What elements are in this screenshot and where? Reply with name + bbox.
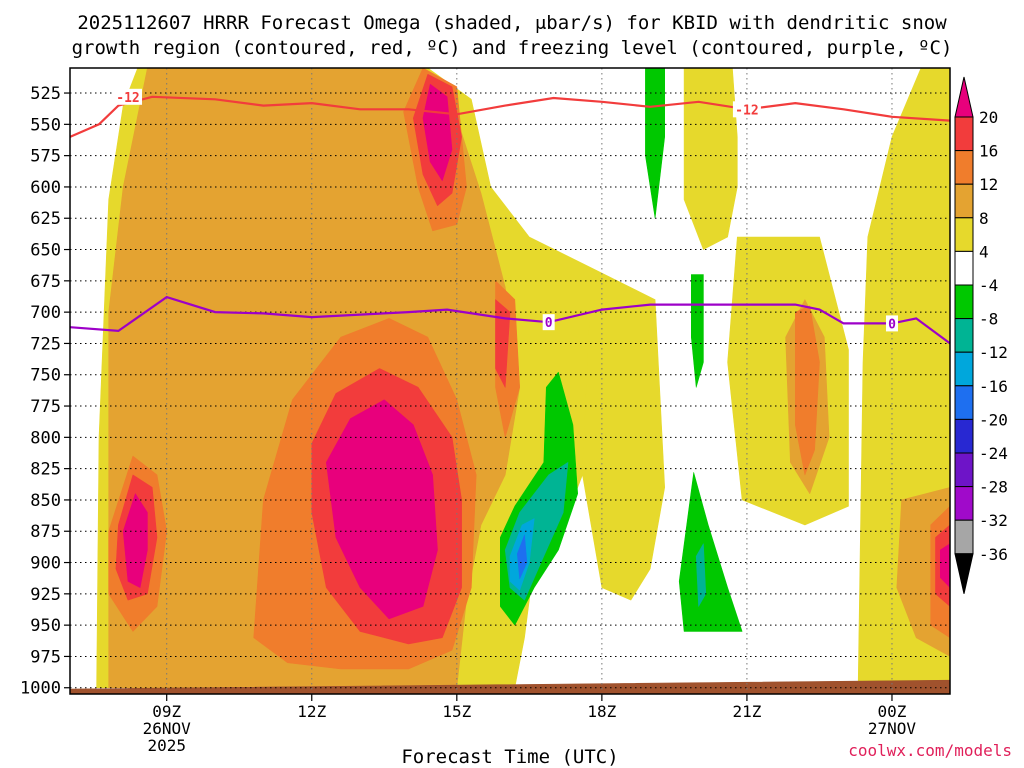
y-tick-label-800: 800 <box>30 428 61 448</box>
y-tick-label-650: 650 <box>30 241 61 261</box>
chart-title-line1: 2025112607 HRRR Forecast Omega (shaded, … <box>77 12 947 34</box>
x-tick-label-00Z-1: 27NOV <box>868 719 917 738</box>
y-tick-label-700: 700 <box>30 303 61 323</box>
y-tick-label-825: 825 <box>30 460 61 480</box>
y-tick-label-975: 975 <box>30 647 61 667</box>
y-tick-label-625: 625 <box>30 209 61 229</box>
x-axis-label: Forecast Time (UTC) <box>401 746 618 768</box>
omega-region-5-2 <box>690 274 704 388</box>
x-tick-label-09Z-1: 26NOV <box>143 719 192 738</box>
y-tick-label-675: 675 <box>30 272 61 292</box>
colorbar-swatch-8 <box>954 351 974 387</box>
y-tick-label-875: 875 <box>30 522 61 542</box>
freezing-level-contour-label-0: 0 <box>545 316 553 331</box>
omega-fills <box>69 67 951 695</box>
x-tick-label-15Z-0: 15Z <box>442 702 471 721</box>
colorbar-swatch-3 <box>954 183 974 219</box>
credit-text: coolwx.com/models <box>848 741 1012 760</box>
y-tick-label-900: 900 <box>30 554 61 574</box>
y-tick-label-950: 950 <box>30 616 61 636</box>
freezing-level-contour-label-1: 0 <box>888 317 896 332</box>
colorbar-label-1: 16 <box>979 142 998 161</box>
omega-region-5-3 <box>678 472 743 632</box>
x-tick-label-21Z-0: 21Z <box>732 702 761 721</box>
colorbar-label-12: -32 <box>979 511 1008 530</box>
dgz-contour-label-bg-0 <box>114 88 143 105</box>
freezing-level-contour-label-bg-1 <box>885 315 898 332</box>
colorbar-label-10: -24 <box>979 444 1008 463</box>
colorbar-label-6: -8 <box>979 310 998 329</box>
y-tick-label-550: 550 <box>30 115 61 135</box>
colorbar-swatch-11 <box>954 452 974 488</box>
colorbar-label-8: -16 <box>979 377 1008 396</box>
dgz-contour-label-bg-1 <box>732 101 761 118</box>
colorbar-label-13: -36 <box>979 545 1008 564</box>
y-tick-label-850: 850 <box>30 491 61 511</box>
colorbar-top-arrow <box>954 76 974 118</box>
colorbar-swatch-2 <box>954 150 974 185</box>
y-tick-label-575: 575 <box>30 147 61 167</box>
chart-title-line2: growth region (contoured, red, ºC) and f… <box>72 37 953 59</box>
y-tick-label-600: 600 <box>30 178 61 198</box>
colorbar-label-9: -20 <box>979 410 1008 429</box>
y-tick-label-775: 775 <box>30 397 61 417</box>
plot-frame <box>69 67 951 695</box>
colorbar-swatch-6 <box>954 284 974 320</box>
omega-region-2-4 <box>794 305 820 476</box>
y-axis: 525 550 575 600 625 650 675 700 725 750 775 800 825 8… <box>20 84 70 699</box>
plot-area: -12 -12 0 0 <box>69 67 951 695</box>
omega-region-8-0 <box>516 534 528 580</box>
omega-region-4-1 <box>325 399 438 620</box>
x-tick-label-12Z-0: 12Z <box>297 702 326 721</box>
colorbar-label-3: 8 <box>979 209 989 228</box>
omega-region-3-3 <box>495 299 511 388</box>
grid-lines <box>70 68 950 694</box>
colorbar-swatch-9 <box>954 385 974 420</box>
x-tick-label-18Z-0: 18Z <box>587 702 616 721</box>
colorbar-swatch-5 <box>954 250 974 286</box>
colorbar-label-7: -12 <box>979 343 1008 362</box>
omega-region-4-0 <box>122 493 148 588</box>
y-tick-label-1000: 1000 <box>20 679 61 699</box>
colorbar-label-0: 20 <box>979 108 998 127</box>
colorbar-bottom-arrow <box>954 553 974 594</box>
colorbar-swatch-12 <box>954 486 974 521</box>
colorbar-label-5: -4 <box>979 276 998 295</box>
colorbar-label-11: -28 <box>979 478 1008 497</box>
y-tick-label-725: 725 <box>30 334 61 354</box>
freezing-level-contour-label-bg-0 <box>542 314 555 331</box>
colorbar-label-4: 4 <box>979 242 989 261</box>
x-tick-label-00Z-0: 00Z <box>878 702 907 721</box>
colorbar-swatch-4 <box>954 217 974 252</box>
x-tick-label-09Z-2: 2025 <box>147 736 186 755</box>
dgz-contour-line <box>69 95 951 138</box>
dgz-contour-label-0: -12 <box>116 91 139 106</box>
dgz-contour-label-1: -12 <box>735 103 758 118</box>
x-tick-label-09Z-0: 09Z <box>152 702 181 721</box>
colorbar-label-2: 12 <box>979 175 998 194</box>
omega-region-4-2 <box>422 84 453 181</box>
omega-region-0-2 <box>683 67 738 250</box>
y-tick-label-925: 925 <box>30 585 61 605</box>
colorbar-swatch-10 <box>954 418 974 454</box>
temperature-contours: -12 -12 0 0 <box>69 88 951 345</box>
colorbar: 20 16 12 8 4 -4 -8 -12 -16 -20 -24 -28 -32 -36 <box>954 76 1008 594</box>
y-tick-label-750: 750 <box>30 366 61 386</box>
omega-region-0-1 <box>582 267 666 601</box>
colorbar-swatch-13 <box>954 519 974 555</box>
colorbar-swatch-7 <box>954 318 974 353</box>
y-tick-label-525: 525 <box>30 84 61 104</box>
colorbar-swatch-1 <box>954 116 974 152</box>
